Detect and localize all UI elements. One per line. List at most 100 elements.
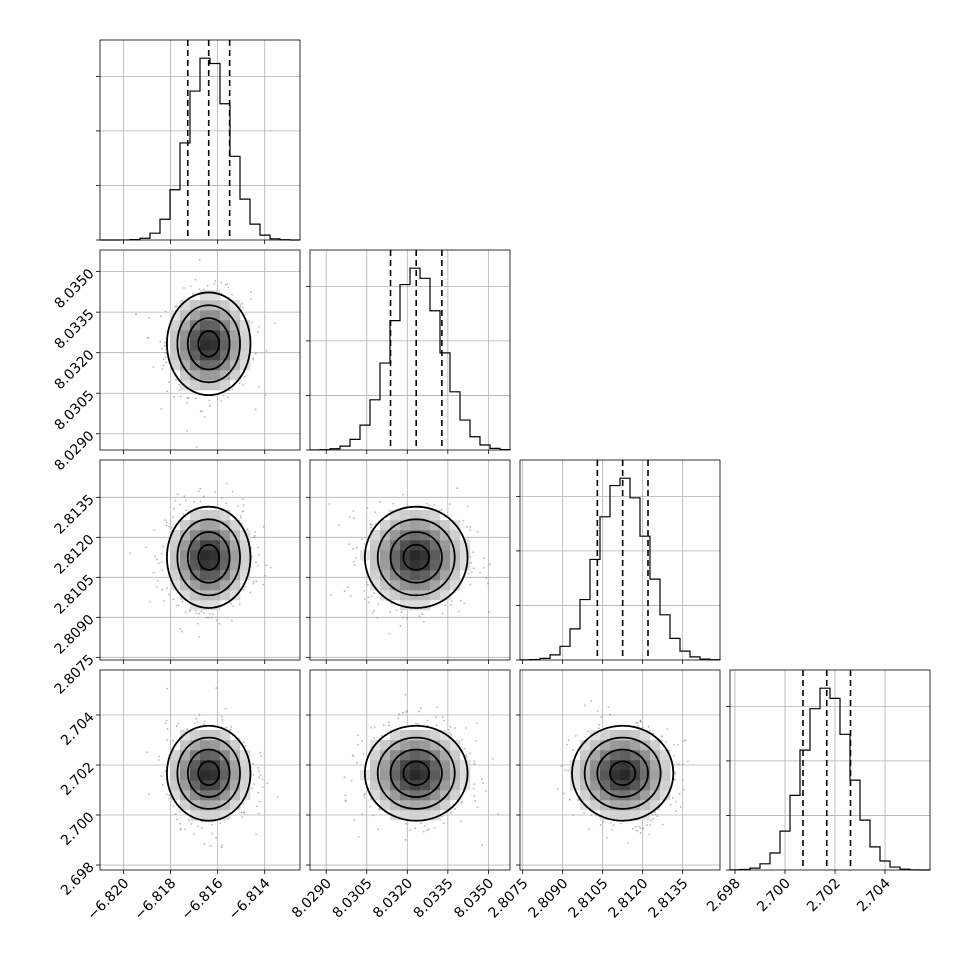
scatter-point [259, 774, 262, 776]
scatter-point [240, 811, 243, 814]
scatter-point [572, 814, 575, 817]
density-cell [380, 780, 391, 791]
density-cell [210, 770, 221, 781]
density-cell [230, 320, 241, 331]
density-cell [640, 730, 651, 741]
density-cell [410, 600, 421, 611]
scatter-point [363, 794, 365, 797]
scatter-point [265, 564, 268, 567]
density-cell [400, 590, 411, 601]
scatter-point [656, 815, 659, 818]
density-cell [420, 780, 431, 791]
density-cell [230, 760, 241, 771]
density-cell [600, 760, 611, 771]
scatter-point [246, 528, 249, 531]
scatter-point [369, 523, 372, 525]
scatter-point [684, 739, 687, 742]
scatter-point [487, 582, 489, 585]
scatter-point [460, 738, 463, 741]
scatter-point [148, 600, 151, 603]
density-cell [440, 750, 451, 761]
scatter-point [242, 510, 245, 513]
density-cell [460, 550, 471, 561]
density-cell [220, 530, 231, 541]
density-cell [210, 570, 221, 581]
scatter-point [368, 601, 370, 604]
scatter-point [158, 755, 160, 758]
scatter-point [166, 687, 169, 690]
scatter-point [231, 490, 234, 493]
scatter-point [349, 595, 352, 597]
density-cell [370, 550, 381, 561]
density-cell [400, 740, 411, 751]
scatter-point [204, 720, 206, 723]
density-cell [380, 580, 391, 591]
density-cell [200, 530, 211, 541]
scatter-point [194, 278, 197, 281]
panel-frame [309, 459, 511, 661]
density-cell [420, 800, 431, 811]
density-cell [400, 770, 411, 781]
scatter-point [225, 502, 228, 504]
density-cell [240, 360, 251, 371]
y-tick-label: 8.0320 [52, 347, 98, 393]
scatter-point [454, 727, 456, 729]
density-cell [190, 570, 201, 581]
scatter-point [227, 286, 230, 289]
density-cell [410, 510, 421, 521]
scatter-point [258, 325, 260, 328]
density-cell [180, 760, 191, 771]
density-cell [190, 530, 201, 541]
scatter-point [652, 817, 655, 820]
density-cell [410, 790, 421, 801]
contour-line-0 [609, 760, 637, 787]
scatter-point [160, 553, 163, 555]
density-cell [220, 320, 231, 331]
scatter-point [177, 604, 180, 607]
density-cell [200, 360, 211, 371]
density-cell [210, 750, 221, 761]
scatter-point [252, 580, 255, 583]
density-cell [620, 750, 631, 761]
contour-line-0 [402, 760, 430, 787]
scatter-point [367, 596, 370, 599]
scatter-point [186, 430, 189, 432]
density-cell [220, 310, 231, 321]
density-cell [630, 780, 641, 791]
contour-line-3 [166, 505, 252, 609]
scatter-point [182, 513, 185, 516]
scatter-point [466, 525, 468, 528]
scatter-point [462, 519, 465, 522]
panel-frame [99, 249, 301, 451]
scatter-point [153, 529, 155, 531]
density-cell [200, 600, 211, 611]
density-cell [650, 790, 661, 801]
density-cell [430, 770, 441, 781]
scatter-point [418, 615, 421, 618]
density-cell [210, 800, 221, 811]
density-cell [430, 580, 441, 591]
density-cell [220, 380, 231, 391]
scatter-point [636, 725, 639, 727]
density-cell [390, 540, 401, 551]
density-cell [430, 550, 441, 561]
density-cell [190, 370, 201, 381]
density-cell [440, 530, 451, 541]
scatter-point [255, 580, 258, 583]
scatter-point [242, 384, 244, 386]
scatter-point [475, 739, 478, 742]
density-cell [570, 770, 581, 781]
scatter-point [186, 728, 189, 730]
scatter-point [363, 543, 366, 545]
scatter-point [363, 796, 366, 799]
scatter-point [257, 546, 259, 549]
scatter-point [572, 749, 574, 752]
scatter-point [203, 416, 206, 418]
density-cell [240, 770, 251, 781]
scatter-point [166, 727, 169, 730]
x-tick-label: 2.8105 [566, 876, 612, 922]
scatter-point [485, 577, 488, 579]
scatter-point [366, 506, 369, 509]
density-cell [230, 520, 241, 531]
